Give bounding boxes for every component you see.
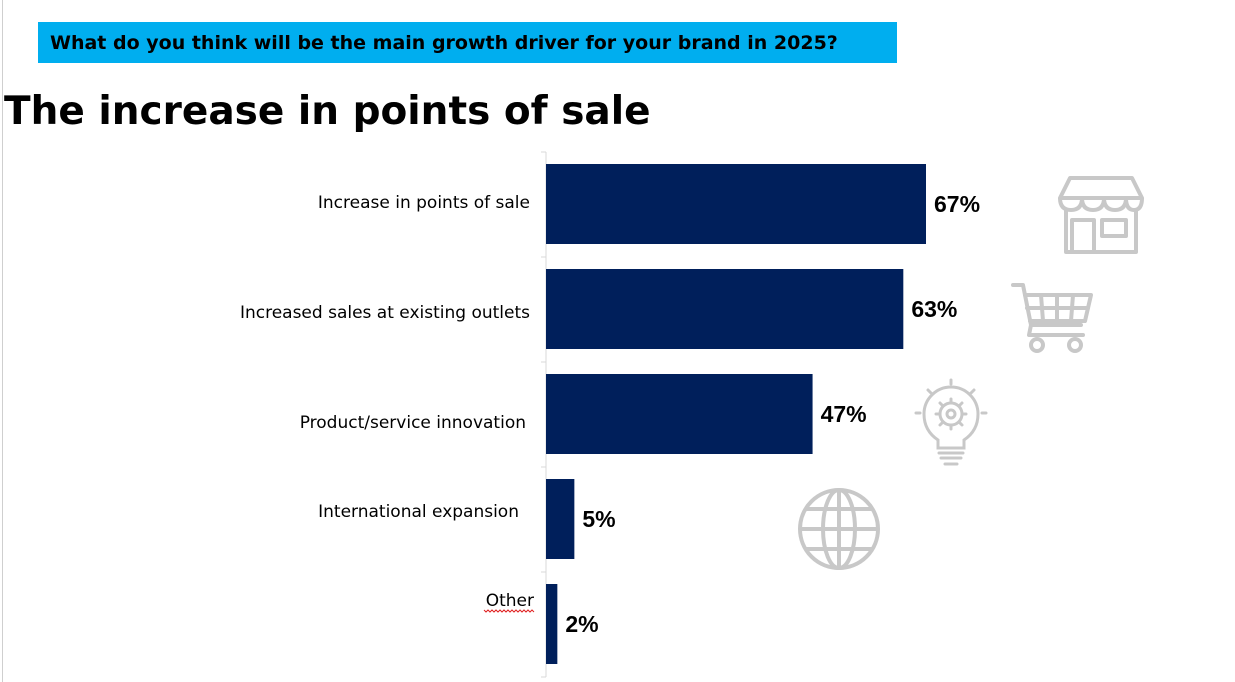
category-label: Other <box>486 591 534 611</box>
question-text: What do you think will be the main growt… <box>50 31 838 54</box>
store-icon <box>1058 176 1144 254</box>
data-label: 47% <box>821 401 867 427</box>
data-label: 5% <box>582 506 615 532</box>
globe-icon <box>798 488 880 570</box>
question-banner: What do you think will be the main growt… <box>38 22 897 63</box>
lightbulb-gear-icon <box>914 378 988 466</box>
shopping-cart-icon <box>1011 283 1093 353</box>
bar <box>546 584 558 664</box>
category-label: Product/service innovation <box>300 413 526 433</box>
slide-left-border <box>2 0 3 682</box>
bar <box>546 164 926 244</box>
bar <box>546 374 813 454</box>
bar <box>546 269 904 349</box>
data-label: 67% <box>934 191 980 217</box>
data-label: 63% <box>911 296 957 322</box>
data-label: 2% <box>565 611 598 637</box>
category-label: Increase in points of sale <box>318 193 530 213</box>
bar <box>546 479 575 559</box>
page-title: The increase in points of sale <box>4 89 651 134</box>
spellcheck-underline <box>483 609 535 613</box>
category-label: International expansion <box>318 502 519 522</box>
category-label: Increased sales at existing outlets <box>240 303 530 323</box>
